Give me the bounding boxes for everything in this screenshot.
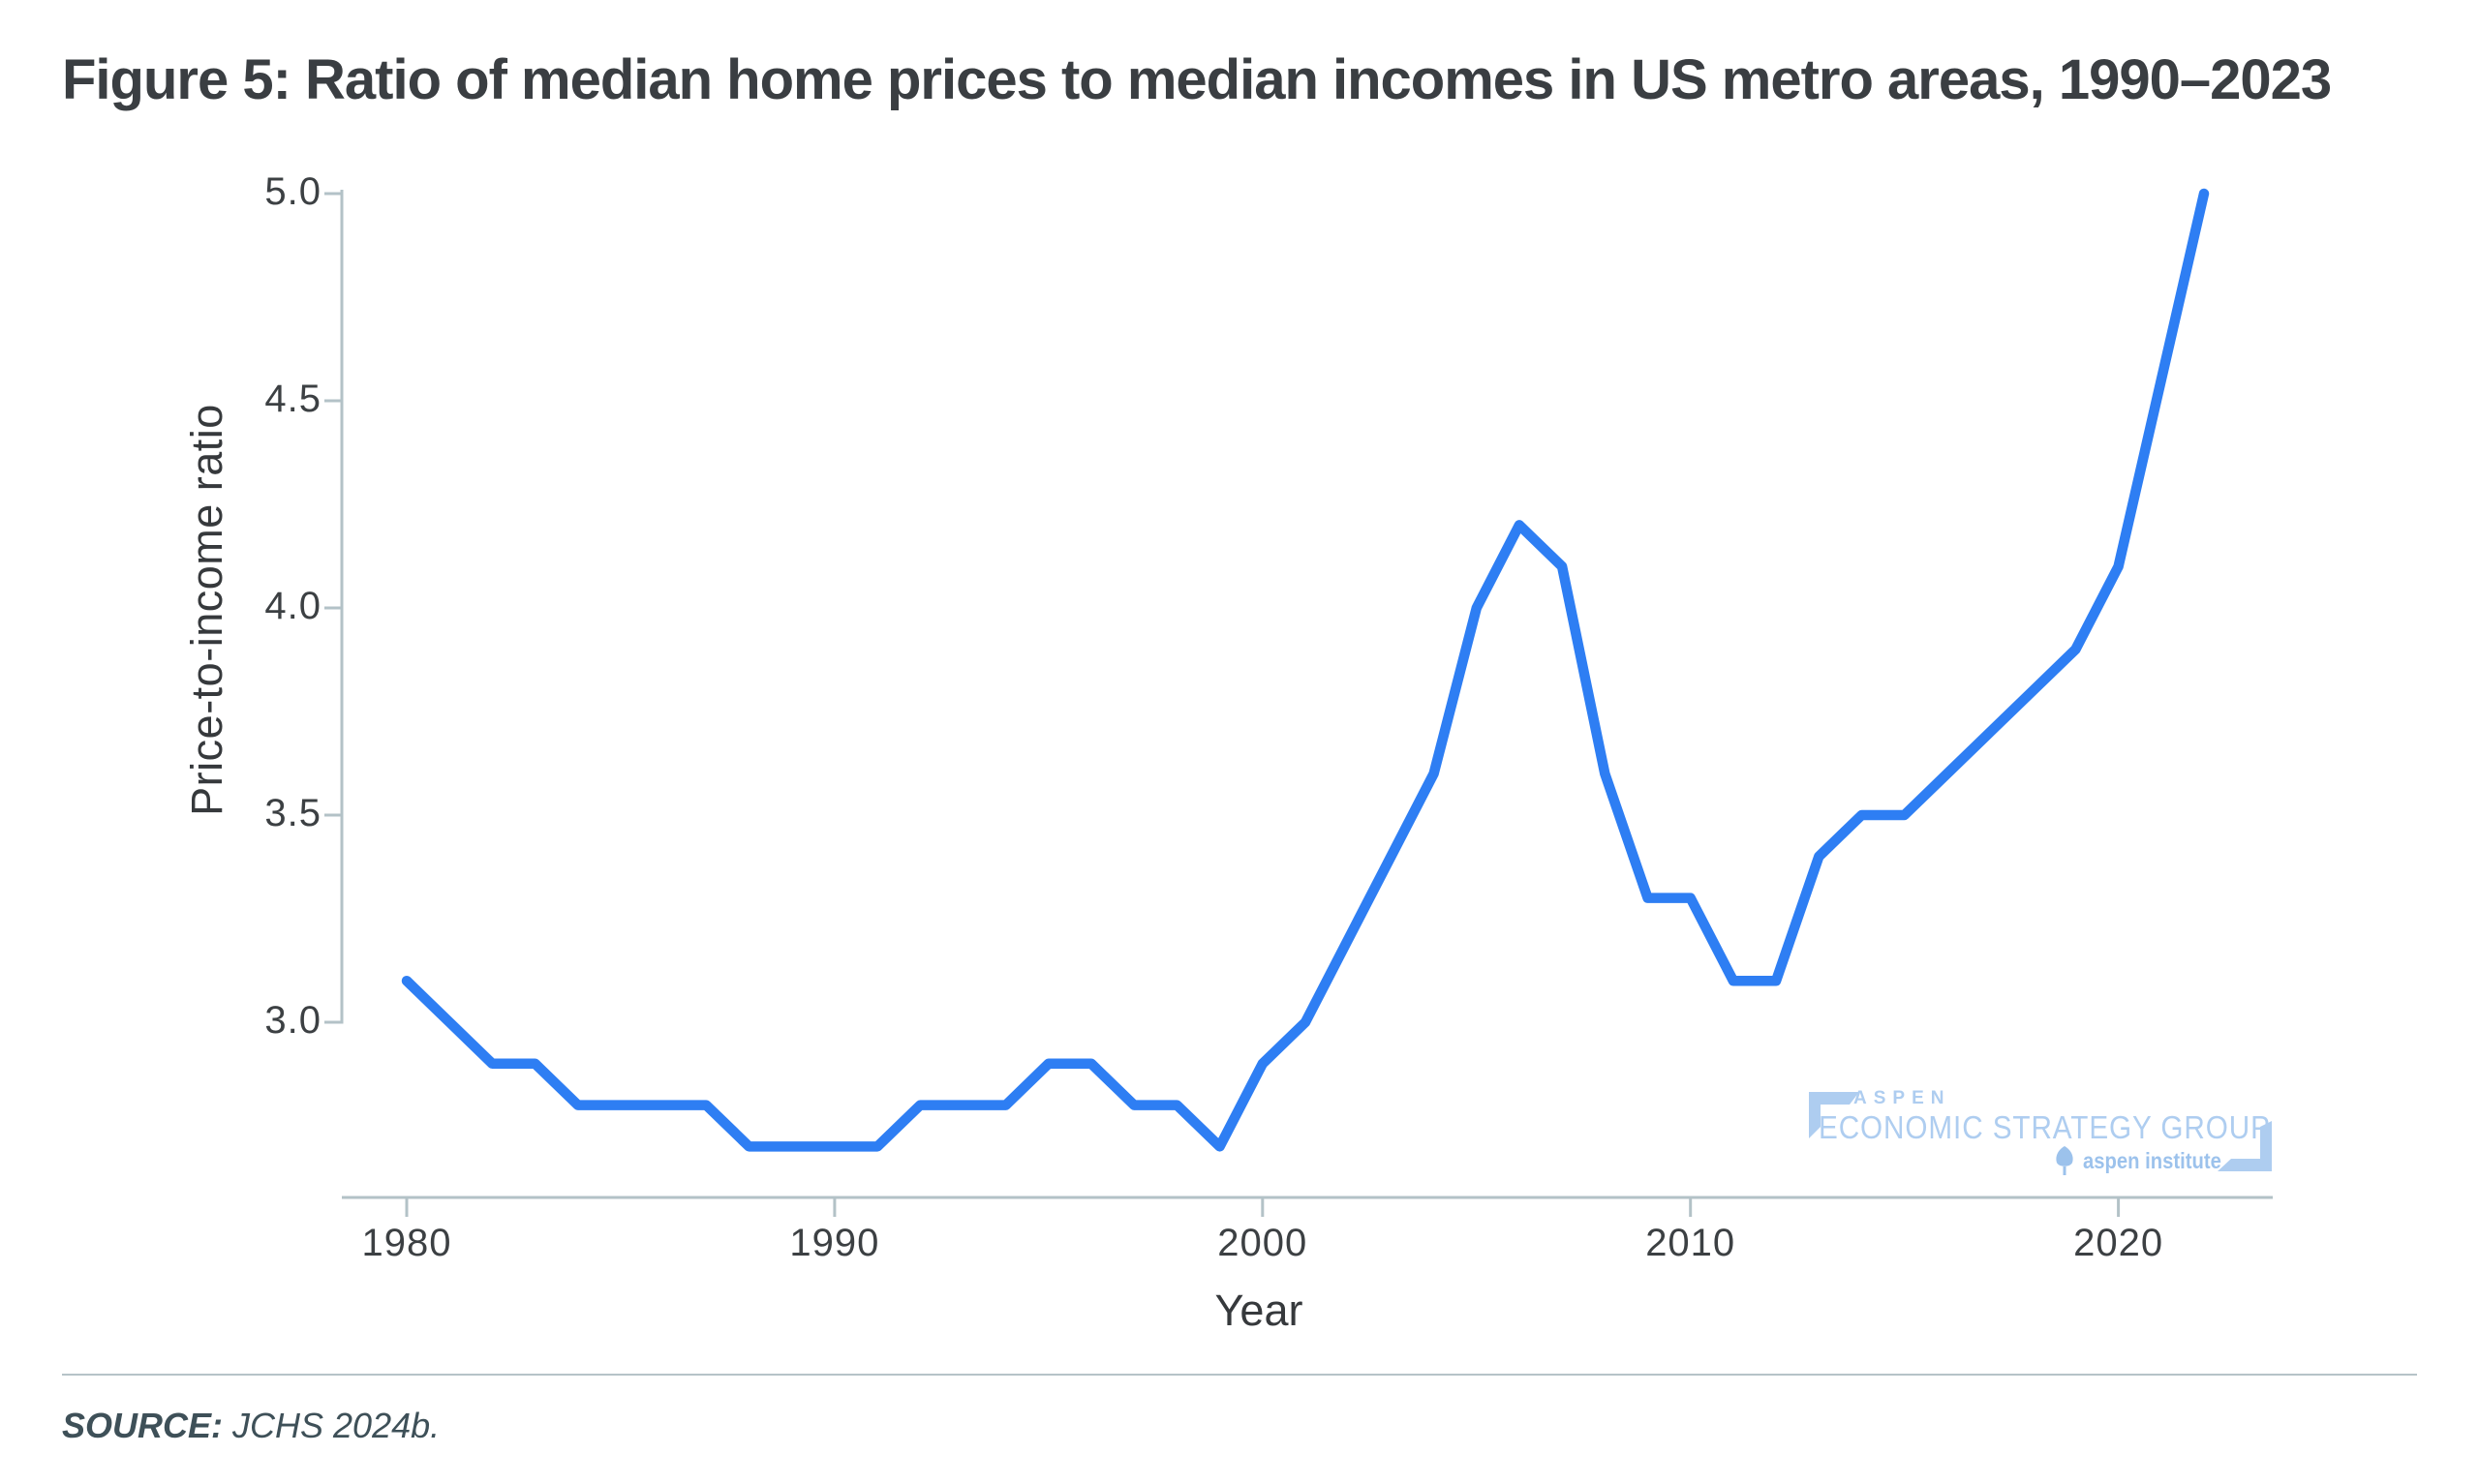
logo-bracket-icons (1809, 1092, 2272, 1171)
footer-divider (62, 1374, 2417, 1376)
x-tick-label: 2000 (1217, 1222, 1308, 1264)
logo-text-institute: aspen institute (2083, 1147, 2221, 1173)
x-tick-label: 1990 (789, 1222, 880, 1264)
logo-aspen-institute: aspen institute (2053, 1144, 2240, 1177)
aspen-leaf-icon (2056, 1146, 2073, 1175)
price-income-ratio-line (401, 188, 2210, 1152)
y-tick-label: 4.0 (264, 585, 321, 627)
y-tick-label: 3.0 (264, 999, 321, 1042)
y-tick-label: 3.5 (264, 792, 321, 834)
source-line: SOURCE: JCHS 2024b. (62, 1406, 440, 1446)
figure-title: Figure 5: Ratio of median home prices to… (62, 48, 2332, 111)
x-axis-label: Year (1214, 1286, 1303, 1335)
x-tick-label: 2010 (1645, 1222, 1736, 1264)
y-tick-label: 5.0 (264, 170, 321, 213)
logo-text-aspen: ASPEN (1853, 1088, 1951, 1108)
x-tick-label: 1980 (361, 1222, 452, 1264)
y-tick-label: 4.5 (264, 378, 321, 420)
source-text: JCHS 2024b. (223, 1406, 441, 1445)
source-label: SOURCE: (62, 1406, 224, 1445)
logo-text-esg: ECONOMIC STRATEGY GROUP (1819, 1109, 2271, 1145)
aspen-esg-logo: ASPEN ECONOMIC STRATEGY GROUP aspen inst… (1803, 1082, 2280, 1179)
x-tick-label: 2020 (2073, 1222, 2164, 1264)
